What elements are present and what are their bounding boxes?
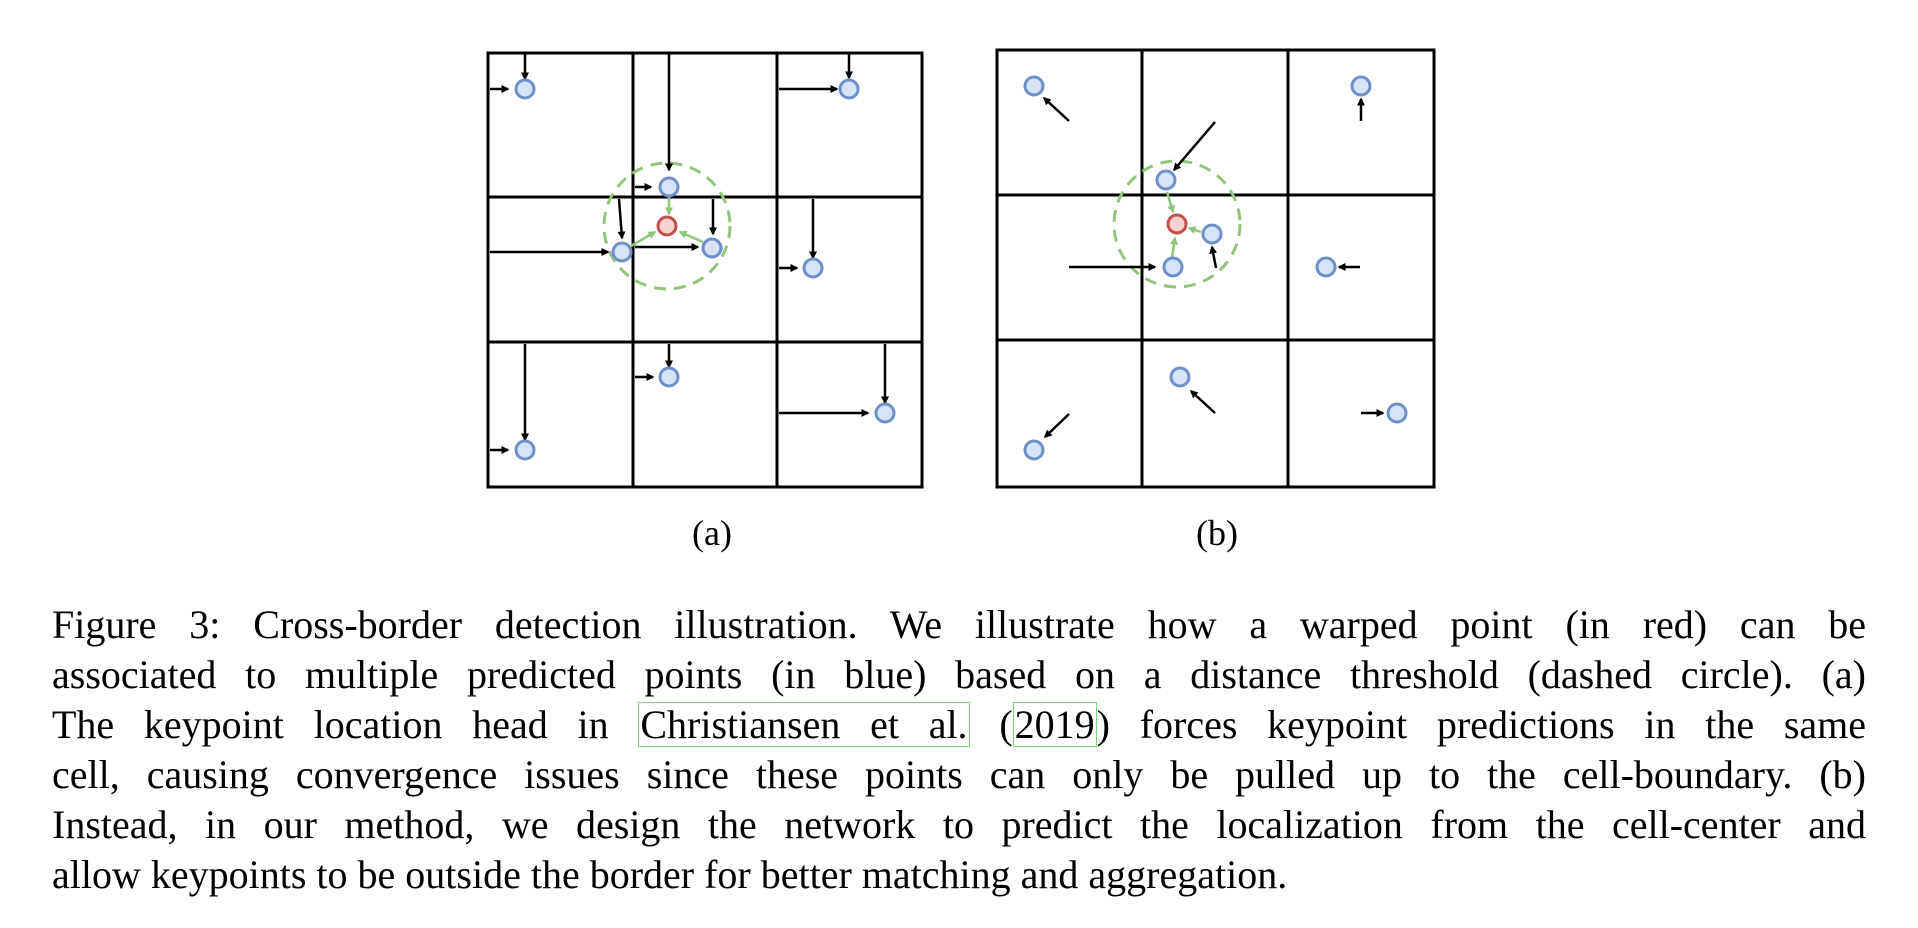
caption-label: Figure 3:: [52, 602, 221, 647]
predicted-point: [1023, 439, 1045, 461]
caption-text: Cross-border detection illustration. We …: [253, 602, 1867, 647]
caption-text: The keypoint location head in: [52, 702, 609, 747]
predicted-point: [514, 78, 536, 100]
predicted-point: [1023, 75, 1045, 97]
predicted-point: [658, 366, 680, 388]
caption-line: The keypoint location head in Christians…: [52, 700, 1866, 750]
predicted-point: [1155, 169, 1177, 191]
predicted-point: [1315, 256, 1337, 278]
predicted-point: [1350, 75, 1372, 97]
panel-b-predicted-points: [1023, 75, 1408, 461]
panel-a-arrows: [490, 53, 889, 454]
caption-text: ) forces keypoint predictions in the sam…: [1096, 702, 1867, 747]
figure: [486, 48, 1436, 489]
predicted-point: [802, 257, 824, 279]
panel-b: [995, 48, 1436, 489]
predicted-point: [1169, 366, 1191, 388]
panel-a-grid: [486, 51, 924, 489]
predicted-point: [658, 176, 680, 198]
caption-line: allow keypoints to be outside the border…: [52, 852, 1288, 897]
caption-text: (: [999, 702, 1013, 747]
threshold-circle: [602, 161, 732, 291]
predicted-point: [514, 439, 536, 461]
predicted-point: [701, 237, 723, 259]
warped-point: [656, 215, 678, 237]
citation-link-authors[interactable]: Christiansen et al.: [638, 702, 970, 747]
predicted-point: [1201, 223, 1223, 245]
predicted-point: [838, 78, 860, 100]
warped-point: [1166, 213, 1188, 235]
predicted-point: [611, 241, 633, 263]
panel-a-predicted-points: [514, 78, 896, 461]
subcaption-b: (b): [1196, 513, 1238, 553]
threshold-circle: [1112, 159, 1242, 289]
panel-a-attraction-arrows: [630, 196, 704, 248]
caption-line: cell, causing convergence issues since t…: [52, 752, 1866, 797]
panel-b-offset-arrows: [1042, 96, 1385, 439]
subcaption-a: (a): [692, 513, 732, 553]
panel-b-grid: [995, 48, 1436, 489]
panel-b-attraction-arrows: [1165, 191, 1202, 258]
figure-caption: Figure 3: Cross-border detection illustr…: [52, 600, 1866, 900]
caption-line: Instead, in our method, we design the ne…: [52, 802, 1866, 847]
predicted-point: [874, 402, 896, 424]
predicted-point: [1162, 256, 1184, 278]
citation-link-year[interactable]: 2019: [1012, 702, 1097, 747]
panel-a: [486, 51, 924, 489]
caption-line: associated to multiple predicted points …: [52, 652, 1866, 697]
caption-line: Figure 3: Cross-border detection illustr…: [52, 600, 1866, 650]
predicted-point: [1386, 402, 1408, 424]
